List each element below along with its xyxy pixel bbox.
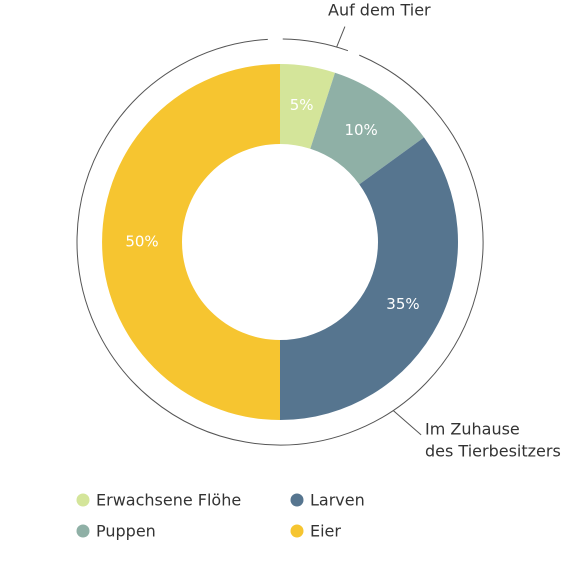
value-label: 5% <box>290 96 314 114</box>
legend-marker <box>290 493 304 507</box>
legend-label: Erwachsene Flöhe <box>96 491 241 510</box>
donut-segment <box>102 64 280 420</box>
legend-label: Eier <box>310 522 341 541</box>
value-label: 50% <box>125 233 158 251</box>
donut-segment <box>310 72 425 185</box>
legend-marker <box>290 524 304 538</box>
legend-marker <box>76 493 90 507</box>
leader-line <box>336 26 346 48</box>
annotation: Im Zuhause <box>425 420 520 439</box>
legend-label: Puppen <box>96 522 156 541</box>
group-arc <box>282 38 349 52</box>
group-arc <box>76 38 484 446</box>
leader-line <box>392 410 422 436</box>
legend-marker <box>76 524 90 538</box>
annotation: Auf dem Tier <box>328 1 431 20</box>
legend-label: Larven <box>310 491 365 510</box>
value-label: 10% <box>344 121 377 139</box>
donut-segment <box>280 137 459 421</box>
donut-segment <box>280 64 336 149</box>
annotation: des Tierbesitzers <box>425 442 561 461</box>
value-label: 35% <box>386 295 419 313</box>
